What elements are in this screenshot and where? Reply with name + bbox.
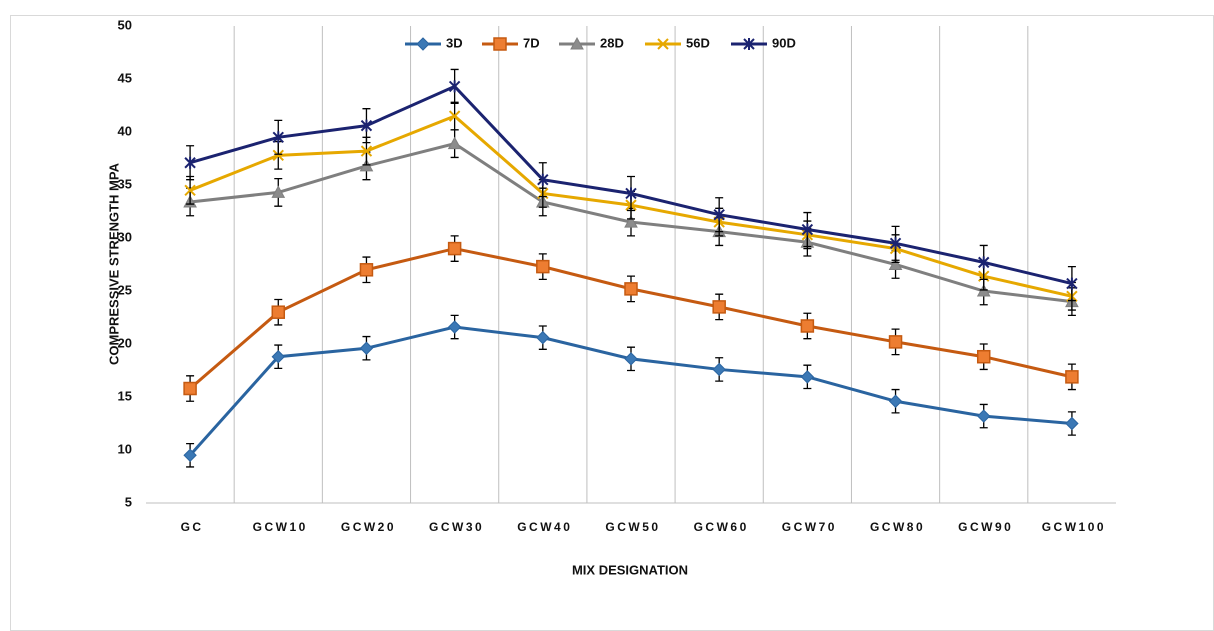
y-tick-label: 30 <box>118 229 132 244</box>
marker <box>271 305 286 319</box>
chart-frame <box>10 15 1214 631</box>
marker <box>888 394 903 408</box>
legend-marker <box>570 36 584 50</box>
marker <box>888 257 903 270</box>
marker <box>713 208 725 221</box>
marker <box>271 185 286 198</box>
marker <box>536 259 550 274</box>
marker <box>359 341 374 355</box>
legend-label: 7D <box>523 35 540 50</box>
legend-marker <box>416 37 430 51</box>
x-tick-label: GCW30 <box>429 520 484 534</box>
legend-marker <box>657 38 669 50</box>
legend-marker <box>493 37 507 51</box>
marker <box>448 110 461 122</box>
y-tick-label: 50 <box>118 17 132 32</box>
marker <box>183 381 197 396</box>
marker <box>1065 416 1079 431</box>
x-axis-title: MIX DESIGNATION <box>572 562 688 577</box>
marker <box>977 409 991 423</box>
marker <box>183 448 197 463</box>
legend-label: 56D <box>686 35 710 50</box>
y-tick-label: 15 <box>118 388 132 403</box>
y-tick-label: 10 <box>118 441 132 456</box>
legend-label: 3D <box>446 35 463 50</box>
x-tick-label: GCW20 <box>341 520 396 534</box>
marker <box>360 119 373 132</box>
marker <box>447 320 462 334</box>
marker <box>888 335 903 349</box>
marker <box>272 131 284 144</box>
y-tick-label: 20 <box>118 335 132 350</box>
marker <box>801 223 814 236</box>
x-tick-label: GCW70 <box>782 520 837 534</box>
marker <box>536 330 550 345</box>
marker <box>625 187 637 200</box>
x-tick-label: GCW50 <box>605 520 660 534</box>
y-tick-label: 45 <box>118 70 132 85</box>
marker <box>359 263 374 277</box>
y-tick-label: 25 <box>118 282 132 297</box>
marker <box>712 300 726 314</box>
marker <box>448 80 461 93</box>
marker <box>800 319 815 333</box>
marker <box>800 370 815 384</box>
y-tick-label: 40 <box>118 123 132 138</box>
marker <box>712 362 726 377</box>
marker <box>271 350 285 364</box>
marker <box>978 256 990 269</box>
marker <box>624 282 638 296</box>
y-tick-label: 35 <box>118 176 132 191</box>
marker <box>537 173 549 186</box>
legend-label: 90D <box>772 35 796 50</box>
marker <box>184 156 196 169</box>
x-tick-label: GCW40 <box>517 520 572 534</box>
marker <box>1065 370 1079 384</box>
marker <box>624 352 638 366</box>
marker <box>889 237 902 250</box>
marker <box>976 349 991 364</box>
y-axis-title: COMPRESSIVE STRENGTH MPA <box>106 162 121 365</box>
legend-label: 28D <box>600 35 624 50</box>
marker <box>360 145 373 157</box>
y-tick-label: 5 <box>125 494 132 509</box>
x-tick-label: GCW100 <box>1042 520 1106 534</box>
marker <box>184 184 196 197</box>
marker <box>1066 277 1078 290</box>
x-tick-label: GCW10 <box>253 520 308 534</box>
marker <box>447 136 462 150</box>
marker <box>447 241 462 256</box>
x-tick-label: GCW80 <box>870 520 925 534</box>
x-tick-label: GCW90 <box>958 520 1013 534</box>
legend-marker <box>743 38 755 50</box>
x-tick-label: GC <box>181 520 204 534</box>
x-tick-label: GCW60 <box>694 520 749 534</box>
marker <box>272 149 284 162</box>
marker <box>624 215 638 228</box>
